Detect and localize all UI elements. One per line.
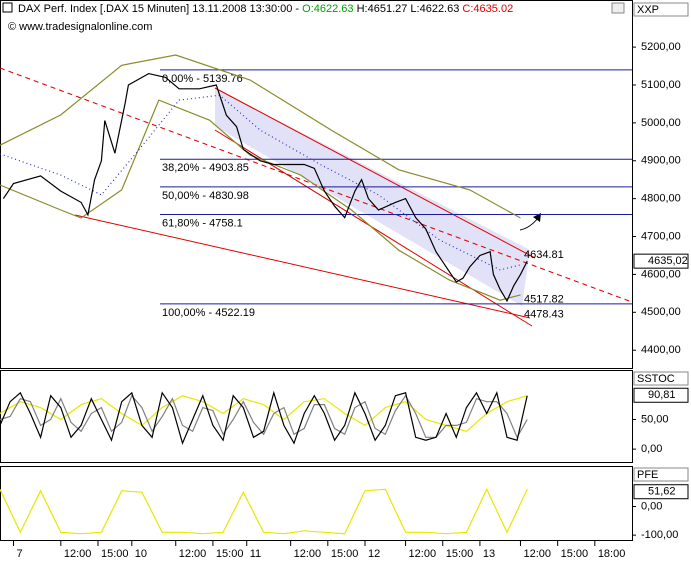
- y-tick-label: 50,00: [641, 413, 669, 425]
- x-tick-label: 18:00: [598, 548, 626, 560]
- arrow-head: [533, 213, 541, 222]
- level-label: 50,00% - 4830.98: [162, 190, 249, 202]
- x-tick-label: 15:00: [446, 548, 474, 560]
- series-line: [0, 487, 528, 535]
- y-tick-label: 4500,00: [641, 306, 681, 318]
- sstoc-frame: [0, 370, 633, 463]
- last-value-box: [633, 253, 689, 269]
- y-tick-label: 5100,00: [641, 79, 681, 91]
- panel-icon[interactable]: [2, 2, 13, 13]
- series-line: [0, 394, 528, 439]
- y-tick-label: 0,00: [641, 500, 662, 512]
- x-tick-label: 15:00: [216, 548, 244, 560]
- y-tick-label: 4600,00: [641, 268, 681, 280]
- y-tick-label: 5000,00: [641, 117, 681, 129]
- copyright: © www.tradesignalonline.com: [8, 21, 152, 33]
- y-tick-label: -100,00: [641, 529, 678, 541]
- price-annotation: 4478.43: [524, 308, 564, 320]
- x-tick-label: 12: [368, 548, 380, 560]
- y-tick-label: 4800,00: [641, 193, 681, 205]
- level-label: 0,00% - 5139.76: [162, 73, 243, 85]
- main-frame: [0, 0, 633, 369]
- pfe-frame: [0, 466, 633, 541]
- level-label: 61,80% - 4758.1: [162, 217, 243, 229]
- trend-line: [74, 214, 531, 319]
- header-title: DAX Perf. Index [.DAX 15 Minuten] 13.11.…: [18, 3, 299, 15]
- x-tick-label: 12:00: [409, 548, 437, 560]
- last-value-label: 4635,02: [648, 255, 688, 267]
- series-line: [0, 94, 521, 271]
- panel-title: PFE: [637, 469, 658, 481]
- level-label: 100,00% - 4522.19: [162, 307, 255, 319]
- panel-title: XXP: [637, 4, 659, 16]
- x-tick-label: 15:00: [101, 548, 129, 560]
- header-open: O:4622.63: [302, 3, 353, 15]
- x-tick-label: 12:00: [294, 548, 322, 560]
- level-label: 38,20% - 4903.85: [162, 162, 249, 174]
- series-line: [2, 72, 528, 303]
- y-tick-label: 4400,00: [641, 344, 681, 356]
- channel-shade: [215, 88, 530, 306]
- series-line: [0, 390, 528, 445]
- x-tick-label: 10: [135, 548, 147, 560]
- y-tick-label: 0,00: [641, 443, 662, 455]
- x-tick-label: 7: [17, 548, 23, 560]
- channel-line: [214, 87, 536, 259]
- price-annotation: 4634.81: [524, 249, 564, 261]
- last-value-box: [633, 484, 689, 500]
- panel-title: SSTOC: [637, 373, 675, 385]
- last-value-label: 90,81: [648, 389, 676, 401]
- panel-title-box: [633, 371, 689, 386]
- x-tick-label: 12:00: [64, 548, 92, 560]
- y-tick-label: 4700,00: [641, 230, 681, 242]
- x-tick-label: 11: [250, 548, 261, 560]
- series-line: [0, 99, 521, 301]
- x-tick-label: 12:00: [523, 548, 551, 560]
- panel-title-box: [633, 2, 689, 17]
- x-tick-label: 13: [483, 548, 495, 560]
- last-value-box: [633, 387, 689, 403]
- y-tick-label: 5200,00: [641, 41, 681, 53]
- header-close: C:4635.02: [462, 3, 513, 15]
- series-line: [0, 54, 521, 219]
- last-value-label: 51,62: [648, 486, 676, 498]
- x-tick-label: 12:00: [179, 548, 207, 560]
- x-tick-label: 15:00: [561, 548, 589, 560]
- header: DAX Perf. Index [.DAX 15 Minuten] 13.11.…: [18, 3, 513, 15]
- panel-frames: [0, 0, 633, 541]
- header-high-low: H:4651.27 L:4622.63: [357, 3, 460, 15]
- x-tick-label: 15:00: [331, 548, 359, 560]
- series-line: [0, 395, 528, 432]
- panel-button[interactable]: [611, 2, 625, 14]
- panel-title-box: [633, 467, 689, 482]
- y-tick-label: 4900,00: [641, 155, 681, 167]
- price-annotation: 4517.82: [524, 293, 564, 305]
